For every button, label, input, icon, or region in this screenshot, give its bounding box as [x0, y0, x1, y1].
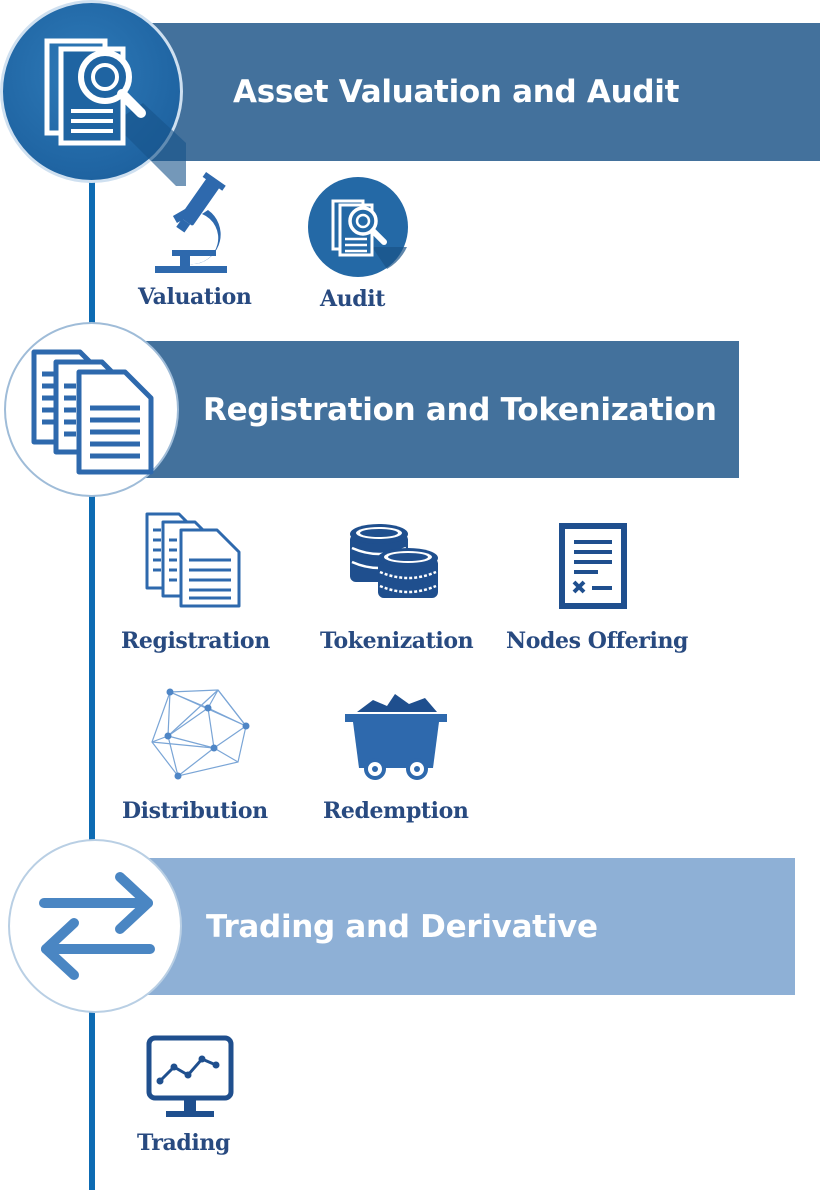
- mine-cart-icon: [345, 694, 447, 780]
- distribution-item: [148, 688, 252, 780]
- microscope-icon: [155, 172, 227, 273]
- stage-banner-asset-valuation: Asset Valuation and Audit: [150, 23, 820, 161]
- coin-stacks-icon: [350, 524, 438, 598]
- stock-chart-monitor-icon: [146, 1035, 234, 1117]
- registration-label: Registration: [121, 628, 270, 654]
- stage-title: Trading and Derivative: [206, 908, 598, 945]
- stage-title: Registration and Tokenization: [203, 391, 717, 428]
- stage-title: Asset Valuation and Audit: [233, 74, 680, 110]
- distribution-label: Distribution: [122, 798, 268, 824]
- audit-document-magnifier-icon: [308, 177, 408, 277]
- redemption-item: [343, 690, 449, 780]
- nodes-offering-label: Nodes Offering: [506, 628, 689, 654]
- stacked-documents-icon: [145, 512, 241, 608]
- stage-badge-registration: [4, 322, 179, 497]
- contract-document-icon: [559, 523, 627, 609]
- trading-label: Trading: [137, 1130, 230, 1156]
- valuation-label: Valuation: [138, 284, 252, 310]
- timeline-line: [89, 150, 95, 1190]
- audit-label: Audit: [320, 286, 385, 312]
- stage-badge-trading: [8, 839, 182, 1013]
- audit-item: [307, 177, 411, 281]
- nodes-offering-item: [558, 522, 628, 610]
- redemption-label: Redemption: [323, 798, 469, 824]
- stage-banner-trading: Trading and Derivative: [140, 858, 795, 995]
- stacked-documents-icon: [31, 349, 154, 475]
- audit-document-magnifier-icon: [44, 38, 186, 186]
- exchange-arrows-icon: [39, 872, 155, 980]
- stage-banner-registration: Registration and Tokenization: [140, 341, 739, 478]
- tokenization-item: [348, 520, 440, 600]
- tokenization-label: Tokenization: [320, 628, 474, 654]
- valuation-item: [150, 172, 240, 277]
- registration-item: [143, 510, 245, 610]
- stage-badge-asset-valuation: [0, 0, 186, 186]
- trading-item: [146, 1035, 236, 1121]
- network-graph-icon: [151, 688, 250, 780]
